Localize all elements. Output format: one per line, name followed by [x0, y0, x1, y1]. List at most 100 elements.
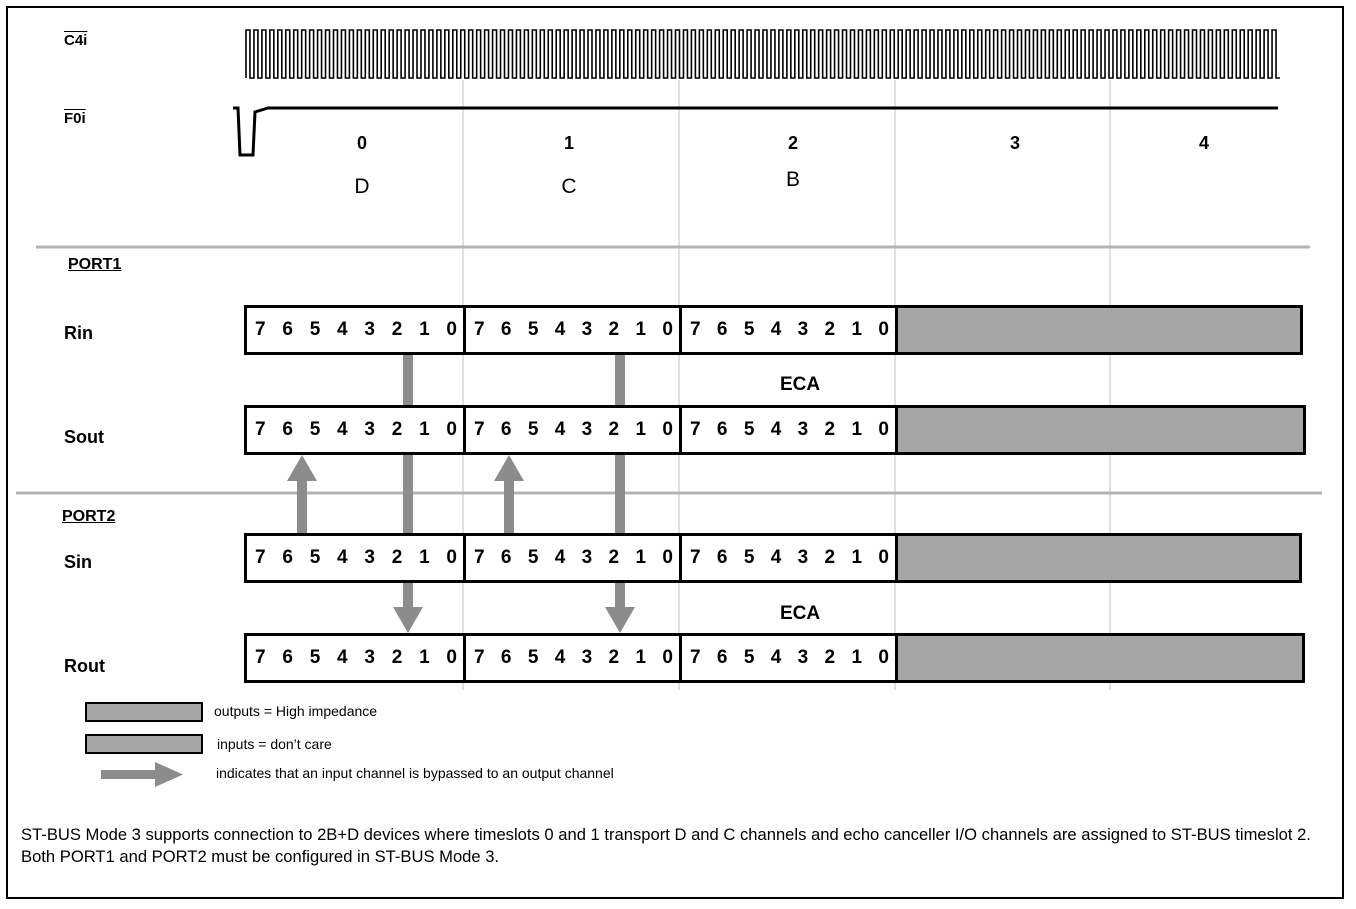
bit-label: 0	[662, 419, 673, 440]
bit-label: 5	[743, 419, 755, 440]
bit-label: 6	[500, 547, 512, 568]
port2-label: PORT2	[62, 508, 116, 525]
timeslot-number-1: 1	[563, 133, 574, 153]
bit-label: 6	[716, 647, 728, 668]
bypass-arrow-ts1-up-shaft	[504, 479, 514, 535]
bit-label: 4	[770, 547, 782, 568]
bit-label: 5	[743, 547, 755, 568]
bit-label: 5	[527, 419, 539, 440]
bit-label: 0	[662, 647, 673, 668]
bit-label: 3	[797, 547, 809, 568]
bit-label: 3	[581, 647, 593, 668]
timeslot-number-0: 0	[356, 133, 367, 153]
bit-label: 4	[554, 647, 566, 668]
bit-label: 6	[282, 419, 293, 440]
bit-label: 2	[824, 547, 836, 568]
bit-label: 0	[878, 647, 889, 668]
bit-label: 6	[500, 319, 512, 340]
bit-label: 4	[337, 419, 348, 440]
bit-label: 4	[337, 647, 348, 668]
bit-label: 3	[797, 319, 809, 340]
bit-label: 1	[851, 547, 863, 568]
bypass-arrows	[287, 355, 635, 633]
bit-label: 3	[797, 647, 809, 668]
bit-label: 2	[391, 647, 403, 668]
bit-label: 6	[716, 547, 728, 568]
f0i-frame-pulse	[233, 106, 1278, 157]
bit-label: 3	[581, 419, 593, 440]
bit-label: 4	[337, 547, 348, 568]
legend-high-impedance-text: outputs = High impedance	[214, 703, 378, 719]
bit-label: 7	[690, 419, 701, 440]
bit-label: 4	[770, 647, 782, 668]
bypass-arrow-ts1-down-shaft	[615, 355, 625, 609]
bit-label: 4	[770, 319, 782, 340]
c4i-signal-label: C4i	[64, 32, 88, 49]
bit-label: 3	[581, 319, 593, 340]
bit-label: 0	[878, 547, 889, 568]
bit-label: 1	[635, 319, 647, 340]
bypass-arrow-ts0-up-head	[287, 455, 317, 481]
bit-label: 6	[500, 419, 512, 440]
bit-label: 0	[878, 419, 889, 440]
figure-caption: ST-BUS Mode 3 supports connection to 2B+…	[21, 825, 1311, 866]
bit-label: 6	[282, 647, 293, 668]
bit-label: 2	[608, 419, 620, 440]
bit-label: 4	[554, 319, 566, 340]
legend-bypass-text: indicates that an input channel is bypas…	[216, 765, 614, 781]
bit-label: 7	[474, 419, 485, 440]
row-label-rin: Rin	[64, 323, 93, 343]
bit-label: 0	[662, 547, 673, 568]
bit-label: 2	[824, 647, 836, 668]
bit-label: 6	[282, 319, 293, 340]
legend-dont-care-text: inputs = don’t care	[217, 736, 332, 752]
bit-label: 3	[581, 547, 593, 568]
bit-label: 2	[824, 419, 836, 440]
bit-label: 7	[255, 419, 266, 440]
bit-label: 2	[391, 419, 403, 440]
timeslot-number-2: 2	[787, 133, 798, 153]
bit-label: 5	[527, 647, 539, 668]
bypass-arrow-ts0-down-head	[393, 607, 423, 633]
bit-label: 7	[255, 647, 266, 668]
bit-label: 7	[474, 547, 485, 568]
bit-label: 2	[391, 547, 403, 568]
bit-label: 0	[446, 647, 457, 668]
eca-label-port2: ECA	[779, 603, 821, 624]
bit-label: 3	[364, 319, 375, 340]
bypass-arrow-ts1-up-head	[494, 455, 524, 481]
bit-label: 5	[309, 547, 321, 568]
bit-label: 3	[364, 647, 375, 668]
legend-bypass-arrow	[101, 762, 183, 787]
bit-label: 0	[662, 319, 673, 340]
bit-label: 0	[446, 319, 457, 340]
bit-label: 1	[851, 419, 863, 440]
bit-label: 2	[824, 319, 836, 340]
bypass-arrow-ts0-up-shaft	[297, 479, 307, 535]
bit-label: 7	[690, 547, 701, 568]
port1-label: PORT1	[68, 256, 122, 273]
bit-label: 5	[527, 547, 539, 568]
bit-label: 2	[608, 319, 620, 340]
bypass-arrow-ts0-down-shaft	[403, 355, 413, 609]
bit-label: 4	[770, 419, 782, 440]
bit-label: 6	[716, 419, 728, 440]
bit-label: 4	[337, 319, 348, 340]
eca-label-port1: ECA	[779, 374, 821, 395]
bit-label: 4	[554, 547, 566, 568]
bit-label: 1	[851, 319, 863, 340]
port-dividers	[16, 245, 1322, 495]
bit-label: 7	[690, 647, 701, 668]
bit-label: 5	[743, 647, 755, 668]
rin-shaded-region	[895, 305, 1303, 355]
